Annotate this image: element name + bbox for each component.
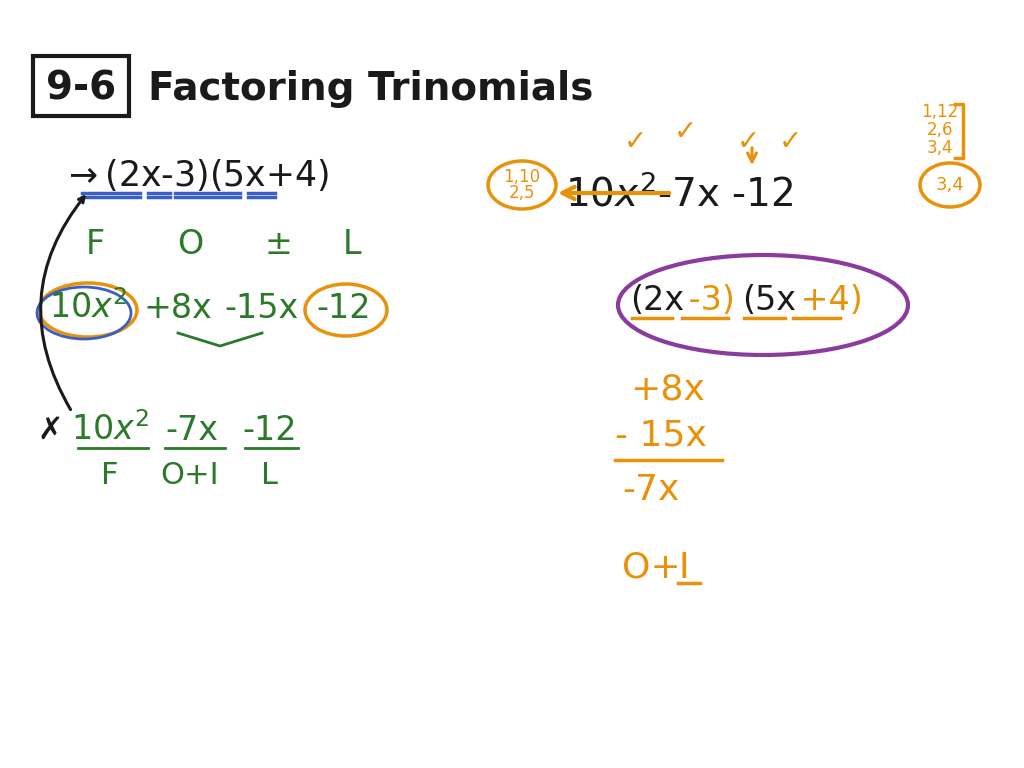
Text: -12: -12 (243, 413, 297, 446)
Text: O: O (177, 229, 203, 261)
Text: 2,6: 2,6 (927, 121, 953, 139)
Text: O+I: O+I (161, 461, 219, 489)
Text: (5x: (5x (742, 283, 796, 316)
Text: L: L (343, 229, 361, 261)
Text: ✗: ✗ (37, 415, 62, 445)
Text: $10x^2$-7x -12: $10x^2$-7x -12 (565, 175, 794, 215)
Text: -7x: -7x (622, 473, 679, 507)
Text: ✓: ✓ (624, 128, 646, 156)
Text: +8x: +8x (630, 373, 705, 407)
Ellipse shape (920, 163, 980, 207)
Ellipse shape (618, 255, 908, 355)
Text: ✓: ✓ (736, 128, 760, 156)
Text: 2,5: 2,5 (509, 184, 536, 202)
Text: -15x: -15x (225, 292, 299, 325)
Text: F: F (101, 461, 119, 489)
FancyBboxPatch shape (33, 56, 129, 116)
Text: -3): -3) (678, 283, 735, 316)
Text: L: L (261, 461, 279, 489)
Text: F: F (85, 229, 104, 261)
Text: -7x: -7x (166, 413, 218, 446)
Text: $\rightarrow$(2x-3)(5x+4): $\rightarrow$(2x-3)(5x+4) (62, 157, 329, 193)
Text: 3,4: 3,4 (936, 176, 965, 194)
Text: +4): +4) (790, 283, 863, 316)
Text: ✓: ✓ (778, 128, 802, 156)
Text: 3,4: 3,4 (927, 139, 953, 157)
Text: I: I (678, 551, 688, 585)
Text: $10x^2$: $10x^2$ (71, 412, 150, 448)
Text: +8x: +8x (143, 292, 212, 325)
Text: -12: -12 (316, 292, 372, 325)
Text: ±: ± (264, 229, 292, 261)
Text: - 15x: - 15x (615, 418, 707, 452)
Text: $10x^2$: $10x^2$ (49, 290, 127, 326)
Text: ✓: ✓ (674, 118, 696, 146)
Text: 1,10: 1,10 (504, 168, 541, 186)
Text: 1,12: 1,12 (922, 103, 958, 121)
Text: 9-6: 9-6 (46, 70, 116, 108)
Ellipse shape (488, 161, 556, 209)
Text: Factoring Trinomials: Factoring Trinomials (148, 70, 593, 108)
Text: O+: O+ (622, 551, 681, 585)
Text: (2x: (2x (630, 283, 684, 316)
